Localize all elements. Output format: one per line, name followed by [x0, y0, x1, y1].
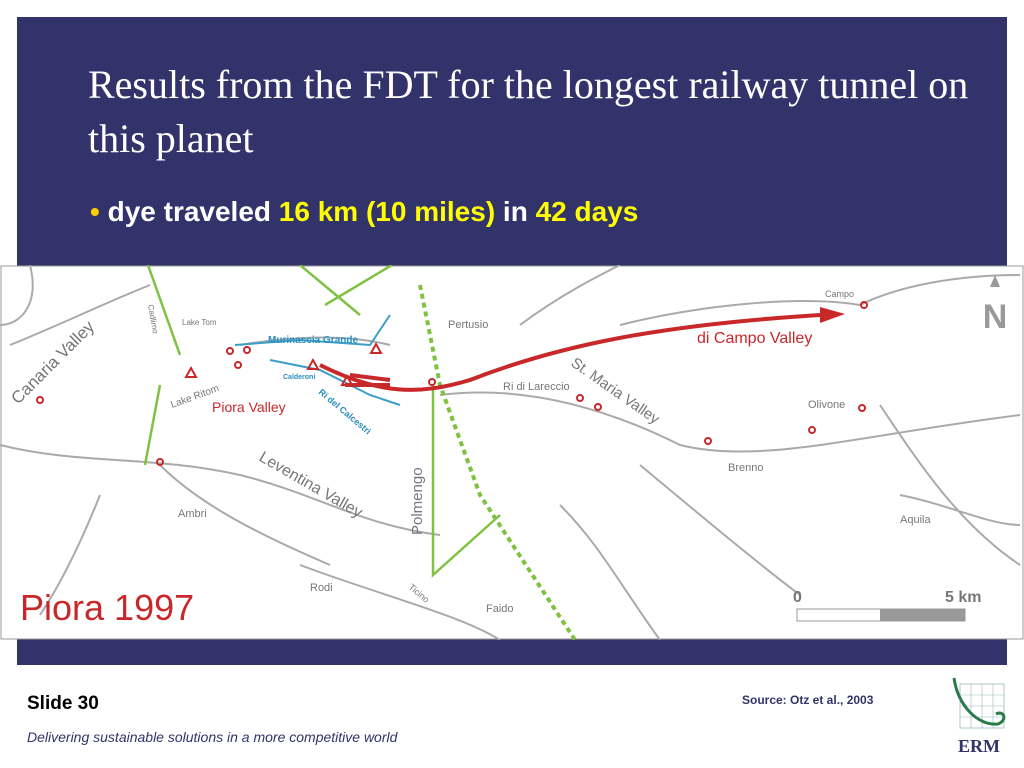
- boundaries: [143, 265, 577, 640]
- source: Source: Otz et al., 2003: [742, 693, 874, 707]
- bullet-text: in: [502, 196, 528, 227]
- logo-curve: [952, 677, 1006, 726]
- map-label: Faido: [486, 603, 514, 615]
- bullet-highlight: 16 km (10 miles): [278, 196, 496, 227]
- tagline: Delivering sustainable solutions in a mo…: [27, 729, 398, 745]
- map-label: Aquila: [900, 514, 931, 526]
- rivers: [0, 265, 1021, 640]
- bullet-dot: •: [90, 196, 100, 227]
- map-label: Piora Valley: [212, 399, 286, 415]
- logo-grid: [960, 684, 1004, 728]
- bullet: • dye traveled 16 km (10 miles) in 42 da…: [90, 196, 638, 228]
- map-label: Ri di Lareccio: [503, 381, 570, 393]
- north-label: N: [983, 298, 1008, 336]
- map-label: Brenno: [728, 462, 763, 474]
- scale-bar-fill: [880, 609, 965, 621]
- map-stamp: Piora 1997: [20, 587, 194, 628]
- map: Canaria Valley Cadlimo Lake Tom Murinasc…: [0, 265, 1024, 640]
- scale-label: 0: [793, 589, 802, 606]
- sampling-points: [36, 301, 868, 466]
- map-label: Campo: [825, 289, 854, 299]
- erm-logo: ERM: [952, 677, 1006, 756]
- map-label: Lake Tom: [182, 318, 217, 327]
- slide-number: Slide 30: [27, 693, 99, 714]
- streams: [234, 314, 401, 406]
- map-label: di Campo Valley: [697, 330, 812, 347]
- scale-label: 5 km: [945, 589, 981, 606]
- map-label: Rodi: [310, 582, 333, 594]
- slide-title: Results from the FDT for the longest rai…: [88, 62, 969, 161]
- map-label: Calderoni: [283, 374, 315, 381]
- map-label: Polmengo: [409, 467, 426, 535]
- map-label: Ambri: [178, 508, 207, 520]
- bullet-text: dye traveled: [107, 196, 272, 227]
- map-label: Pertusio: [448, 319, 488, 331]
- arrow-head: [820, 307, 845, 323]
- bullet-highlight: 42 days: [535, 196, 639, 227]
- map-label: Murinascia Grande: [268, 335, 358, 346]
- north-arrow: [990, 275, 1000, 287]
- map-label: Olivone: [808, 399, 845, 411]
- logo-text: ERM: [958, 736, 1000, 756]
